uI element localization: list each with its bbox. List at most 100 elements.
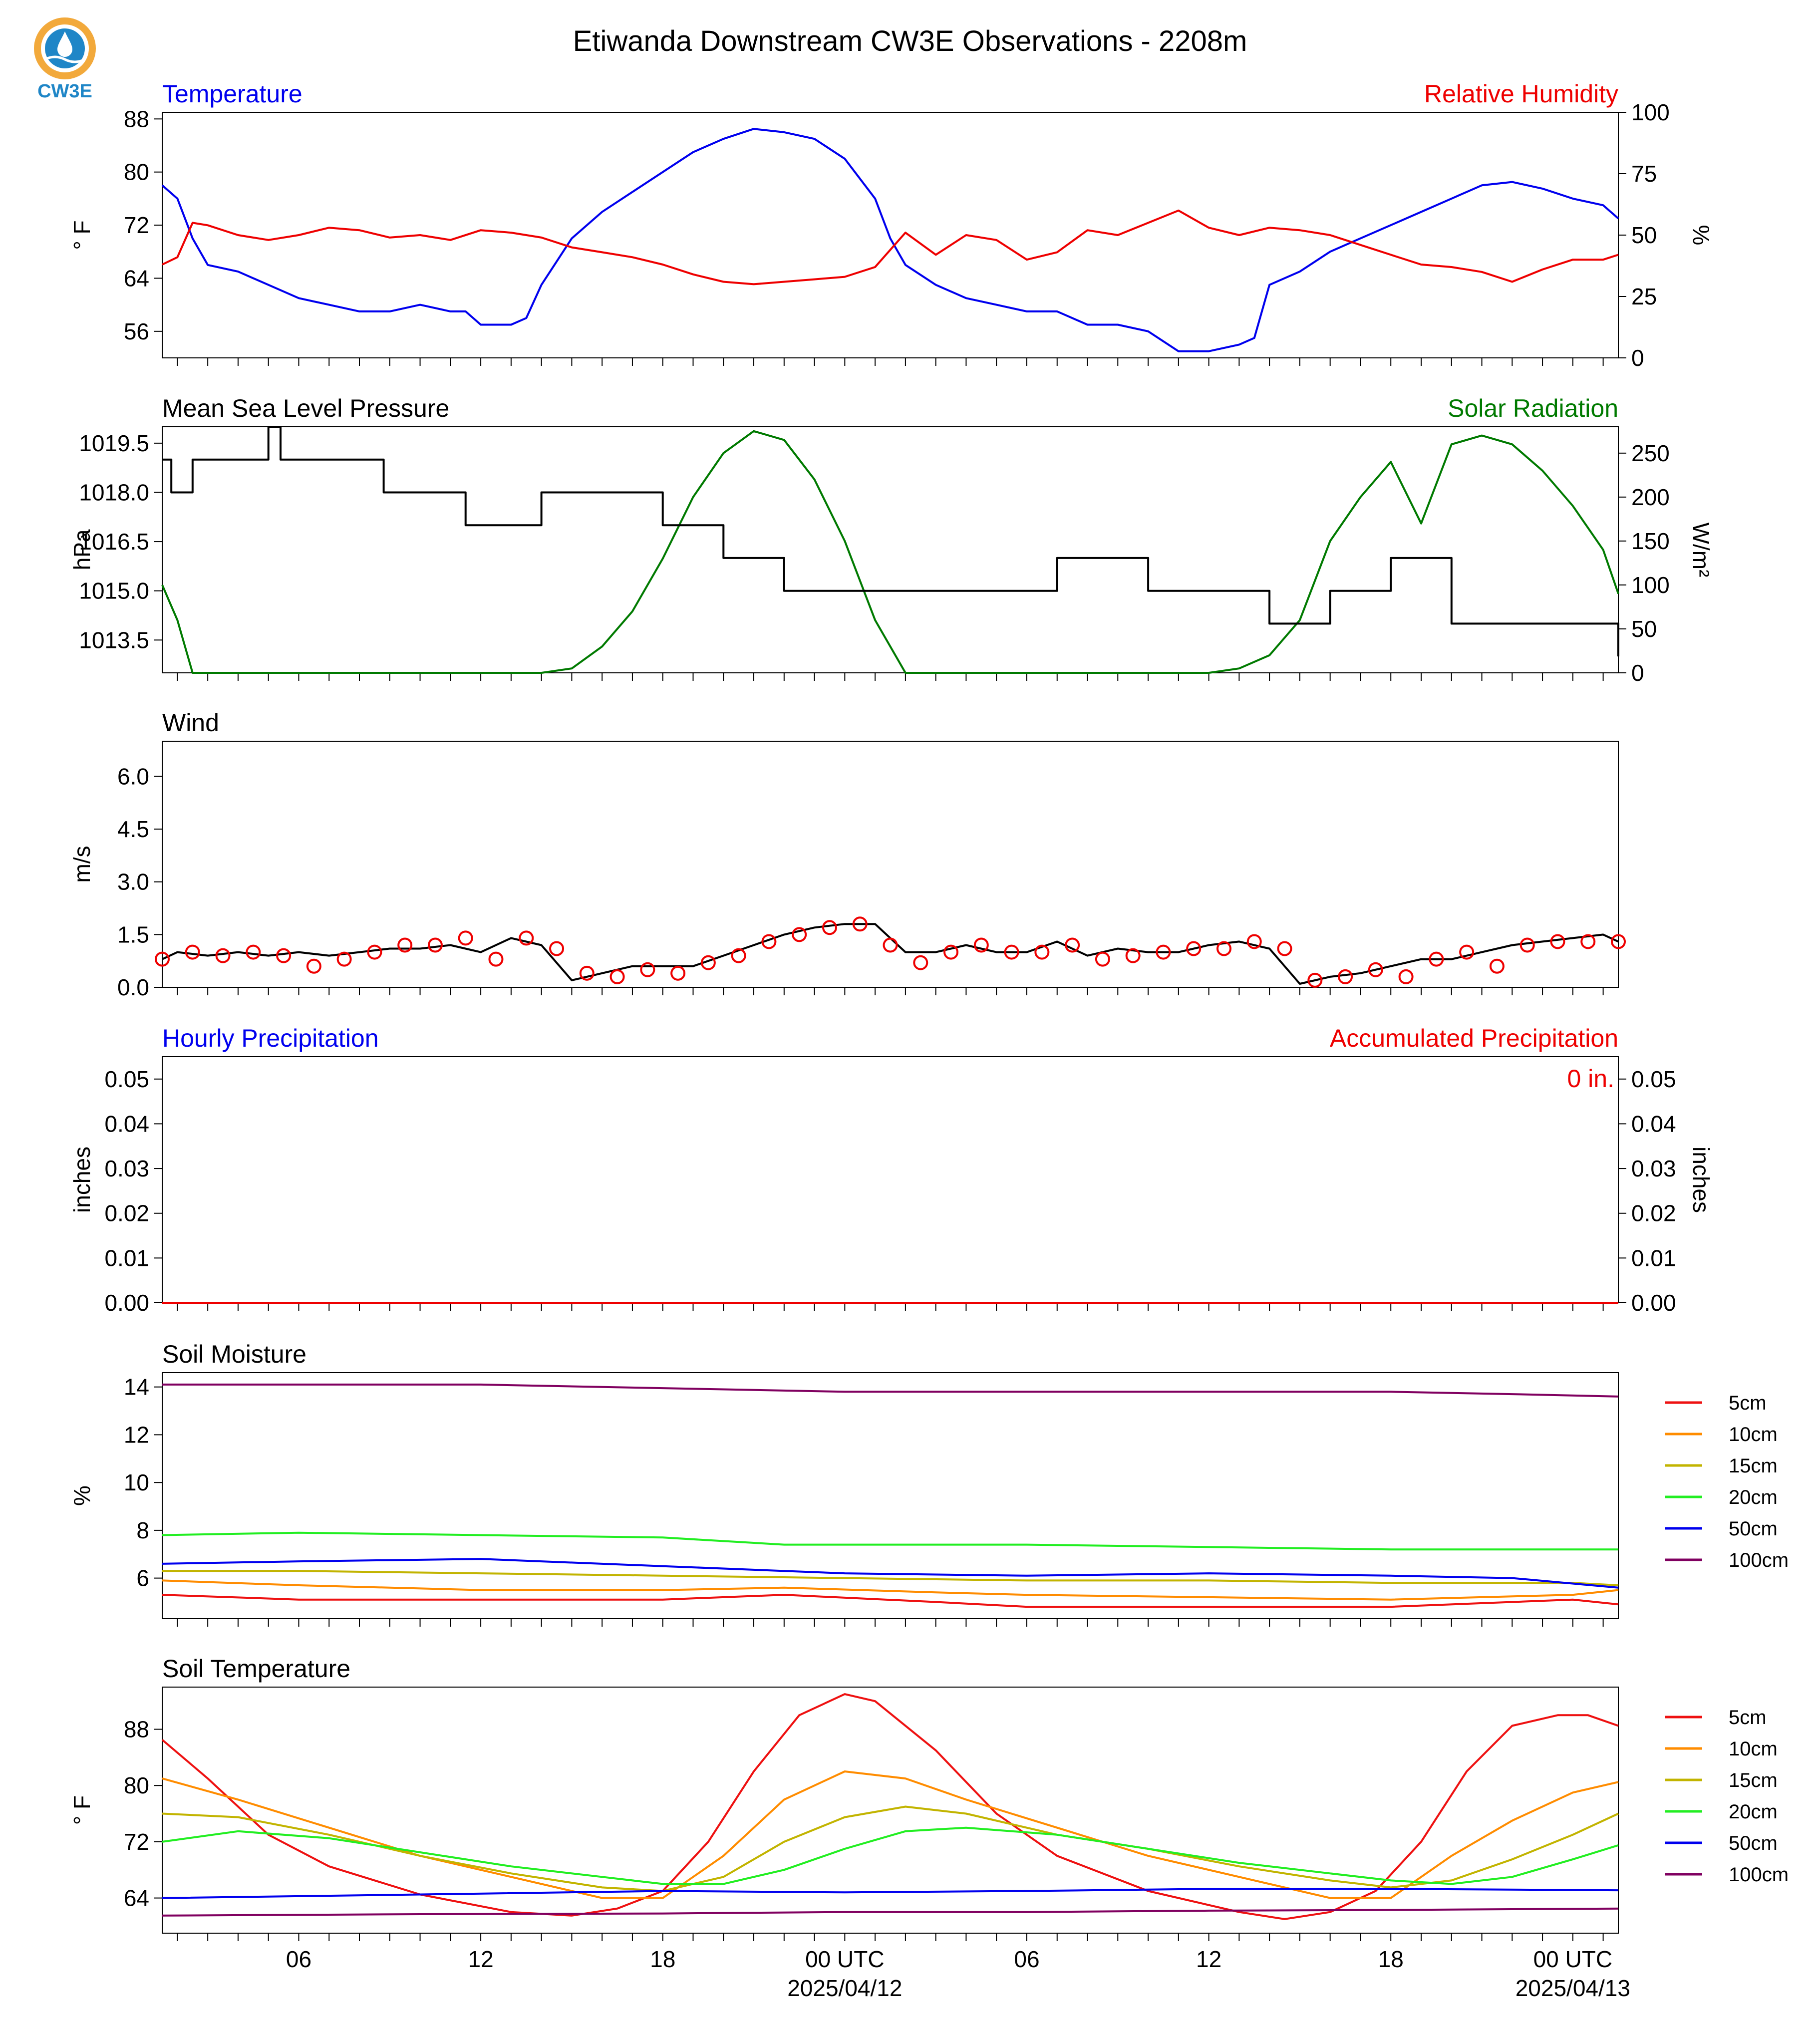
wind-axis-tick-label: 0.0 [117,974,149,1000]
water-drop-icon [57,31,72,57]
wind-barb-marker [640,962,655,977]
solar-axis-tick-label: 250 [1631,440,1670,466]
humidity-axis-tick-label: 0 [1631,345,1644,371]
wind-axis-tick-label: 1.5 [117,921,149,947]
solar-radiation-line [161,430,1619,674]
temperature-axis-tick-label: 72 [124,212,149,238]
solar-unit: W/m² [1688,523,1714,578]
soil-moisture-legend-label: 10cm [1729,1424,1778,1446]
hourly-precip-axis-tick-label: 0.02 [104,1200,149,1226]
wind-barb-marker [1550,934,1565,949]
soil-temperature-line-50cm [162,1888,1619,1899]
hourly-precip-unit: inches [69,1147,95,1213]
temperature-title: Temperature [162,80,303,108]
humidity-axis-tick-label: 100 [1631,99,1670,125]
wind-barb-marker [1519,937,1535,953]
accum-precip-axis-tick-label: 0.02 [1631,1200,1676,1226]
wind-barb-marker [488,951,504,967]
soil-moisture-unit: % [69,1485,95,1506]
wind-barb-marker [1277,941,1292,956]
wind-barb-marker [973,937,989,953]
time-tick-label: 18 [650,1946,675,1972]
solar-axis-tick-label: 150 [1631,528,1670,554]
logo-wave [44,55,86,63]
figure-title: Etiwanda Downstream CW3E Observations - … [573,25,1247,57]
soil-moisture-axis-tick-label: 12 [124,1422,149,1448]
hourly-precip-axis-tick-label: 0.00 [104,1290,149,1316]
wind-barb-marker [519,930,534,946]
soil-temperature-line-5cm [161,1693,1619,1920]
soil-temperature-legend-label: 50cm [1729,1832,1778,1854]
soil-temperature-axis-tick-label: 80 [124,1772,149,1798]
wind-axis-tick-label: 4.5 [117,816,149,842]
soil-temperature-line-20cm [162,1826,1619,1885]
logo-ring [34,17,96,79]
wind-barb-marker [276,948,292,963]
time-tick-label: 00 UTC [1533,1946,1612,1972]
solar-axis-tick-label: 50 [1631,616,1657,642]
wind-barb-marker [1611,934,1626,949]
humidity-axis-tick-label: 75 [1631,161,1657,187]
wind-barb-marker [367,944,382,960]
date-label: 2025/04/13 [1516,1975,1630,2001]
solar-title: Solar Radiation [1448,394,1618,422]
soil-temperature-axis-tick-label: 72 [124,1829,149,1855]
wind-barb-marker [306,958,321,974]
wind-barb-marker [1034,944,1050,960]
soil-moisture-legend-label: 20cm [1729,1486,1778,1508]
wind-barb-marker [1307,972,1323,988]
soil-temperature-unit: ° F [69,1795,95,1825]
logo-text: CW3E [37,81,92,102]
wind-barb-marker [1095,951,1110,967]
temperature-unit: ° F [69,220,95,250]
soil-temperature-legend-label: 15cm [1729,1769,1778,1791]
pressure-axis-tick-label: 1013.5 [79,627,149,653]
hourly-precip-axis-tick-label: 0.04 [104,1111,149,1137]
temperature-axis-tick-label: 88 [124,106,149,132]
wind-barb-marker [1186,941,1202,956]
wind-barb-marker [761,934,777,949]
wind-barb-marker [822,920,837,935]
panel-frame-4 [162,1056,1619,1303]
time-tick-label: 18 [1378,1946,1404,1972]
pressure-axis-tick-label: 1016.5 [79,529,149,555]
hourly-precip-axis-tick-label: 0.05 [104,1066,149,1092]
wind-barb-marker [700,955,716,970]
time-tick-label: 12 [1196,1946,1221,1972]
temperature-axis-tick-label: 56 [124,318,149,344]
accum-precip-axis-tick-label: 0.03 [1631,1156,1676,1181]
wind-barb-marker [397,937,413,953]
pressure-title: Mean Sea Level Pressure [162,394,449,422]
wind-barb-marker [215,948,231,963]
soil-moisture-axis-tick-label: 10 [124,1469,149,1495]
wind-barb-marker [731,948,746,963]
wind-barb-marker [1125,948,1141,963]
wind-barb-marker [1580,934,1596,949]
accum-precip-axis-tick-label: 0.01 [1631,1245,1676,1271]
wind-barb-marker [1338,969,1353,984]
soil-temperature-line-10cm [162,1770,1619,1899]
wind-barb-marker [336,951,352,967]
wind-barb-marker [1459,944,1475,960]
soil-moisture-line-20cm [162,1531,1618,1551]
wind-barb-marker [458,930,473,946]
soil-temperature-axis-tick-label: 88 [124,1717,149,1742]
temperature-line [161,128,1619,352]
pressure-axis-tick-label: 1015.0 [79,578,149,604]
wind-barb-marker [1004,944,1019,960]
pressure-unit: hPa [69,529,95,570]
temperature-axis-tick-label: 64 [124,265,149,291]
time-tick-label: 12 [468,1946,494,1972]
accum-precip-title: Accumulated Precipitation [1330,1024,1618,1052]
temperature-axis-tick-label: 80 [124,159,149,185]
pressure-axis-tick-label: 1018.0 [79,479,149,505]
solar-axis-tick-label: 100 [1631,572,1670,598]
humidity-axis-tick-label: 50 [1631,222,1657,248]
humidity-title: Relative Humidity [1424,80,1618,108]
soil-moisture-legend-label: 15cm [1729,1455,1778,1477]
wind-unit: m/s [69,846,95,882]
wind-barb-marker [1246,934,1262,949]
soil-temperature-legend-label: 5cm [1729,1707,1767,1729]
soil-moisture-axis-tick-label: 14 [124,1374,149,1400]
